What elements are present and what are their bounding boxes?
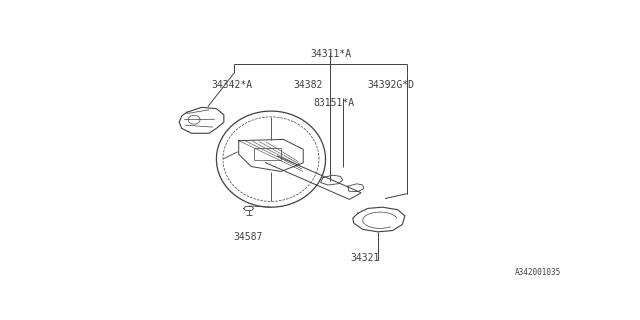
Text: 34382: 34382 [293, 80, 323, 90]
Text: 83151*A: 83151*A [313, 98, 355, 108]
Text: A342001035: A342001035 [515, 268, 561, 277]
Text: 34587: 34587 [233, 232, 262, 242]
Text: 34311*A: 34311*A [310, 50, 351, 60]
Text: 34321: 34321 [351, 252, 380, 263]
Text: 34392G*D: 34392G*D [367, 80, 415, 90]
Text: 34342*A: 34342*A [211, 80, 253, 90]
